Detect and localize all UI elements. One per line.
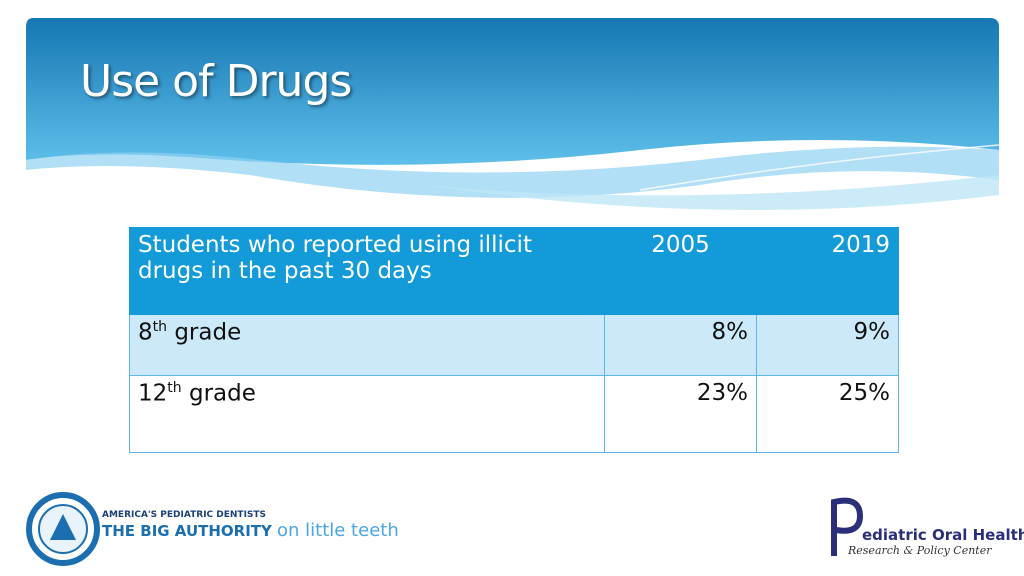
header-cell: 2019 xyxy=(756,227,899,315)
data-table: Students who reported using illicit drug… xyxy=(129,227,899,453)
cell: 8% xyxy=(604,314,757,376)
logo-text: Research & Policy Center xyxy=(848,544,992,557)
label-sup: th xyxy=(167,380,182,396)
logo-text: on little teeth xyxy=(277,520,399,541)
label-sup: th xyxy=(152,319,168,335)
logo-tagline: THE BIG AUTHORITY on little teeth xyxy=(102,520,399,541)
cell: 9% xyxy=(756,314,899,376)
label-base: 12 xyxy=(138,380,168,407)
logo-text: ediatric Oral Health xyxy=(862,526,1024,544)
logo-text: AMERICA'S PEDIATRIC DENTISTS xyxy=(102,510,267,520)
label-rest: grade xyxy=(181,380,256,407)
title: Use of Drugs xyxy=(80,56,352,107)
cell: 25% xyxy=(756,375,899,453)
row-label: 8th grade xyxy=(129,314,605,376)
label-rest: grade xyxy=(167,319,242,346)
row-label: 12th grade xyxy=(129,375,605,453)
label-base: 8 xyxy=(138,319,153,346)
pohrpc-emblem xyxy=(831,497,864,556)
header-cell: 2005 xyxy=(604,227,757,315)
header-band xyxy=(26,18,1000,210)
header-cell: Students who reported using illicit drug… xyxy=(129,227,605,315)
logo-text: THE BIG AUTHORITY xyxy=(102,522,272,540)
aapd-emblem xyxy=(26,492,100,566)
cell: 23% xyxy=(604,375,757,453)
